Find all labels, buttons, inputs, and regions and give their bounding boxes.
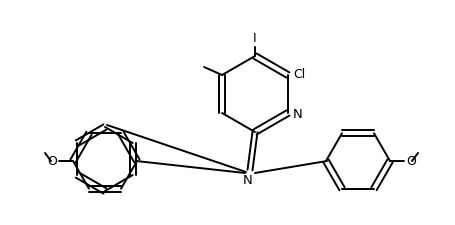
Text: Cl: Cl <box>292 68 304 81</box>
Text: N: N <box>292 107 302 120</box>
Text: O: O <box>47 155 57 168</box>
Text: N: N <box>243 173 253 186</box>
Text: I: I <box>253 32 256 45</box>
Text: O: O <box>405 155 415 168</box>
